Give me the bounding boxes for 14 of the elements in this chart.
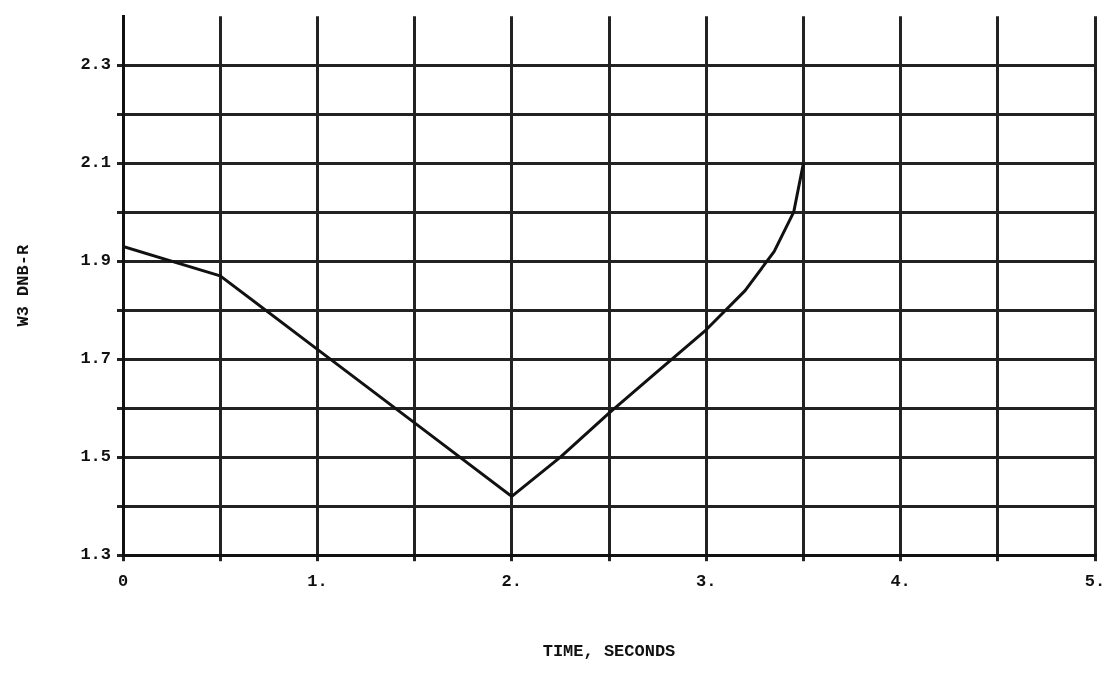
y-tick-label: 1.7	[80, 349, 111, 369]
x-tick-label: 4.	[890, 571, 911, 591]
x-tick-label: 1.	[307, 571, 328, 591]
y-axis-title: W3 DNB-R	[14, 244, 34, 327]
y-tick-label: 1.3	[80, 545, 111, 565]
y-tick-label: 1.9	[80, 251, 111, 271]
x-tick-label: 3.	[696, 571, 717, 591]
y-tick-label: 2.1	[80, 153, 111, 173]
x-tick-label: 2.	[501, 571, 523, 591]
x-tick-label: 5.	[1084, 571, 1106, 591]
y-tick-label: 2.3	[80, 55, 111, 75]
y-tick-label: 1.5	[80, 447, 111, 467]
x-axis-title: TIME, SECONDS	[542, 642, 676, 662]
x-tick-label: 0	[117, 571, 129, 591]
